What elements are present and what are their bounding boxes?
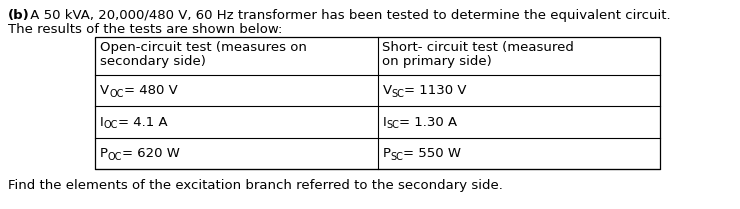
Text: = 480 V: = 480 V — [124, 84, 178, 97]
Text: = 4.1 A: = 4.1 A — [118, 116, 168, 129]
Text: A 50 kVA, 20,000/480 V, 60 Hz transformer has been tested to determine the equiv: A 50 kVA, 20,000/480 V, 60 Hz transforme… — [26, 9, 670, 22]
Text: on primary side): on primary side) — [383, 55, 492, 68]
Text: Open-circuit test (measures on: Open-circuit test (measures on — [100, 41, 307, 54]
Text: I: I — [100, 116, 104, 129]
Text: SC: SC — [391, 152, 403, 162]
Text: OC: OC — [109, 89, 124, 99]
Text: (b): (b) — [8, 9, 30, 22]
Text: Short- circuit test (measured: Short- circuit test (measured — [383, 41, 574, 54]
Text: Find the elements of the excitation branch referred to the secondary side.: Find the elements of the excitation bran… — [8, 179, 503, 192]
Text: P: P — [100, 147, 108, 160]
Text: OC: OC — [108, 152, 122, 162]
Bar — [95, 37, 660, 169]
Text: = 1130 V: = 1130 V — [405, 84, 467, 97]
Text: = 550 W: = 550 W — [403, 147, 461, 160]
Text: SC: SC — [391, 89, 405, 99]
Text: V: V — [383, 84, 391, 97]
Text: = 620 W: = 620 W — [122, 147, 181, 160]
Text: P: P — [383, 147, 391, 160]
Text: OC: OC — [104, 121, 118, 130]
Text: V: V — [100, 84, 109, 97]
Text: = 1.30 A: = 1.30 A — [399, 116, 457, 129]
Text: I: I — [383, 116, 386, 129]
Text: SC: SC — [386, 121, 399, 130]
Text: secondary side): secondary side) — [100, 55, 206, 68]
Text: The results of the tests are shown below:: The results of the tests are shown below… — [8, 23, 283, 36]
